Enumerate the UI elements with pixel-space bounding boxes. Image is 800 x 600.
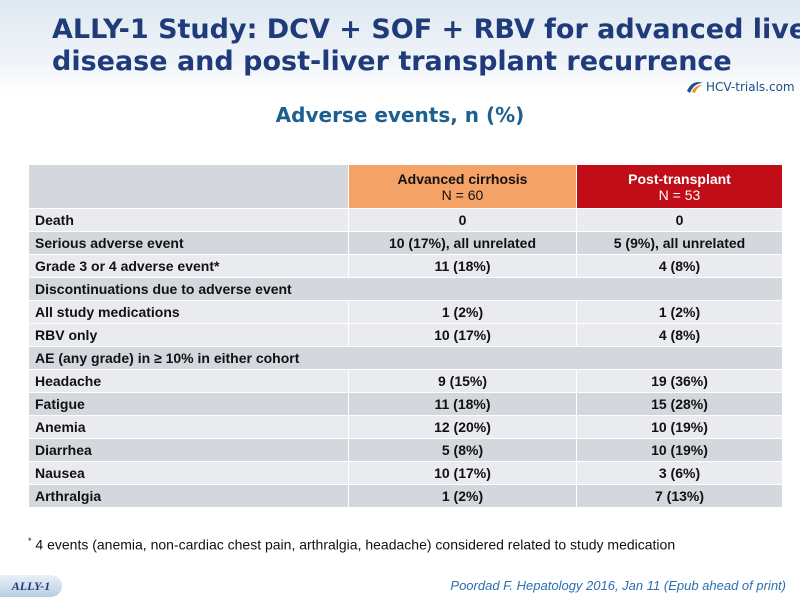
footnote-text: 4 events (anemia, non-cardiac chest pain… bbox=[31, 536, 676, 553]
header-advanced-cirrhosis-name: Advanced cirrhosis bbox=[397, 170, 528, 187]
advanced-cirrhosis-value: 1 (2%) bbox=[348, 484, 577, 508]
advanced-cirrhosis-value: 0 bbox=[348, 208, 577, 232]
header-post-transplant-name: Post-transplant bbox=[628, 170, 731, 187]
slide-title-line-1: ALLY-1 Study: DCV + SOF + RBV for advanc… bbox=[52, 14, 800, 45]
slide-title-line-2: disease and post-liver transplant recurr… bbox=[52, 46, 732, 77]
post-transplant-value: 3 (6%) bbox=[576, 461, 783, 485]
header-advanced-cirrhosis-n: N = 60 bbox=[441, 186, 484, 203]
table-subtitle: Adverse events, n (%) bbox=[275, 103, 525, 127]
advanced-cirrhosis-value: 12 (20%) bbox=[348, 415, 577, 439]
footnote-marker: * bbox=[28, 536, 32, 546]
table-row-headache: Headache 9 (15%) 19 (36%) bbox=[28, 369, 783, 393]
table-row-anemia: Anemia 12 (20%) 10 (19%) bbox=[28, 415, 783, 439]
footnote: * 4 events (anemia, non-cardiac chest pa… bbox=[28, 536, 788, 553]
advanced-cirrhosis-value: 11 (18%) bbox=[348, 254, 577, 278]
advanced-cirrhosis-value: 10 (17%), all unrelated bbox=[348, 231, 577, 255]
header-advanced-cirrhosis: Advanced cirrhosis N = 60 bbox=[348, 164, 577, 209]
logo-text: HCV-trials.com bbox=[706, 80, 795, 94]
post-transplant-value: 1 (2%) bbox=[576, 300, 783, 324]
header-band bbox=[0, 0, 800, 96]
post-transplant-value: 19 (36%) bbox=[576, 369, 783, 393]
row-label: RBV only bbox=[28, 323, 349, 347]
row-label: Grade 3 or 4 adverse event* bbox=[28, 254, 349, 278]
citation: Poordad F. Hepatology 2016, Jan 11 (Epub… bbox=[450, 578, 786, 593]
table-row-death: Death 0 0 bbox=[28, 208, 783, 232]
table-section-ae-any-grade: AE (any grade) in ≥ 10% in either cohort bbox=[28, 346, 783, 370]
row-label: Anemia bbox=[28, 415, 349, 439]
table-row-arthralgia: Arthralgia 1 (2%) 7 (13%) bbox=[28, 484, 783, 508]
table-row-fatigue: Fatigue 11 (18%) 15 (28%) bbox=[28, 392, 783, 416]
table-row-serious-ae: Serious adverse event 10 (17%), all unre… bbox=[28, 231, 783, 255]
row-label: Arthralgia bbox=[28, 484, 349, 508]
header-blank-cell bbox=[28, 164, 349, 209]
advanced-cirrhosis-value: 9 (15%) bbox=[348, 369, 577, 393]
table-row-all-study-medications: All study medications 1 (2%) 1 (2%) bbox=[28, 300, 783, 324]
row-label: Nausea bbox=[28, 461, 349, 485]
advanced-cirrhosis-value: 11 (18%) bbox=[348, 392, 577, 416]
row-label: Headache bbox=[28, 369, 349, 393]
advanced-cirrhosis-value: 1 (2%) bbox=[348, 300, 577, 324]
post-transplant-value: 7 (13%) bbox=[576, 484, 783, 508]
post-transplant-value: 15 (28%) bbox=[576, 392, 783, 416]
advanced-cirrhosis-value: 10 (17%) bbox=[348, 461, 577, 485]
table-row-nausea: Nausea 10 (17%) 3 (6%) bbox=[28, 461, 783, 485]
swoosh-icon bbox=[687, 82, 703, 93]
row-label: Death bbox=[28, 208, 349, 232]
hcv-trials-logo: HCV-trials.com bbox=[686, 78, 795, 96]
row-label: All study medications bbox=[28, 300, 349, 324]
header-post-transplant-n: N = 53 bbox=[658, 186, 701, 203]
post-transplant-value: 4 (8%) bbox=[576, 323, 783, 347]
table-row-grade-3-4-ae: Grade 3 or 4 adverse event* 11 (18%) 4 (… bbox=[28, 254, 783, 278]
post-transplant-value: 10 (19%) bbox=[576, 415, 783, 439]
post-transplant-value: 0 bbox=[576, 208, 783, 232]
study-tag: ALLY-1 bbox=[0, 575, 62, 597]
post-transplant-value: 5 (9%), all unrelated bbox=[576, 231, 783, 255]
section-label: AE (any grade) in ≥ 10% in either cohort bbox=[28, 346, 783, 370]
post-transplant-value: 4 (8%) bbox=[576, 254, 783, 278]
row-label: Diarrhea bbox=[28, 438, 349, 462]
table-section-discontinuations: Discontinuations due to adverse event bbox=[28, 277, 783, 301]
header-post-transplant: Post-transplant N = 53 bbox=[576, 164, 783, 209]
table-row-rbv-only: RBV only 10 (17%) 4 (8%) bbox=[28, 323, 783, 347]
table-header-row: Advanced cirrhosis N = 60 Post-transplan… bbox=[28, 164, 783, 209]
slide-title: ALLY-1 Study: DCV + SOF + RBV for advanc… bbox=[52, 14, 800, 78]
row-label: Fatigue bbox=[28, 392, 349, 416]
adverse-events-table: Advanced cirrhosis N = 60 Post-transplan… bbox=[28, 164, 783, 508]
post-transplant-value: 10 (19%) bbox=[576, 438, 783, 462]
table-row-diarrhea: Diarrhea 5 (8%) 10 (19%) bbox=[28, 438, 783, 462]
advanced-cirrhosis-value: 5 (8%) bbox=[348, 438, 577, 462]
section-label: Discontinuations due to adverse event bbox=[28, 277, 783, 301]
row-label: Serious adverse event bbox=[28, 231, 349, 255]
advanced-cirrhosis-value: 10 (17%) bbox=[348, 323, 577, 347]
